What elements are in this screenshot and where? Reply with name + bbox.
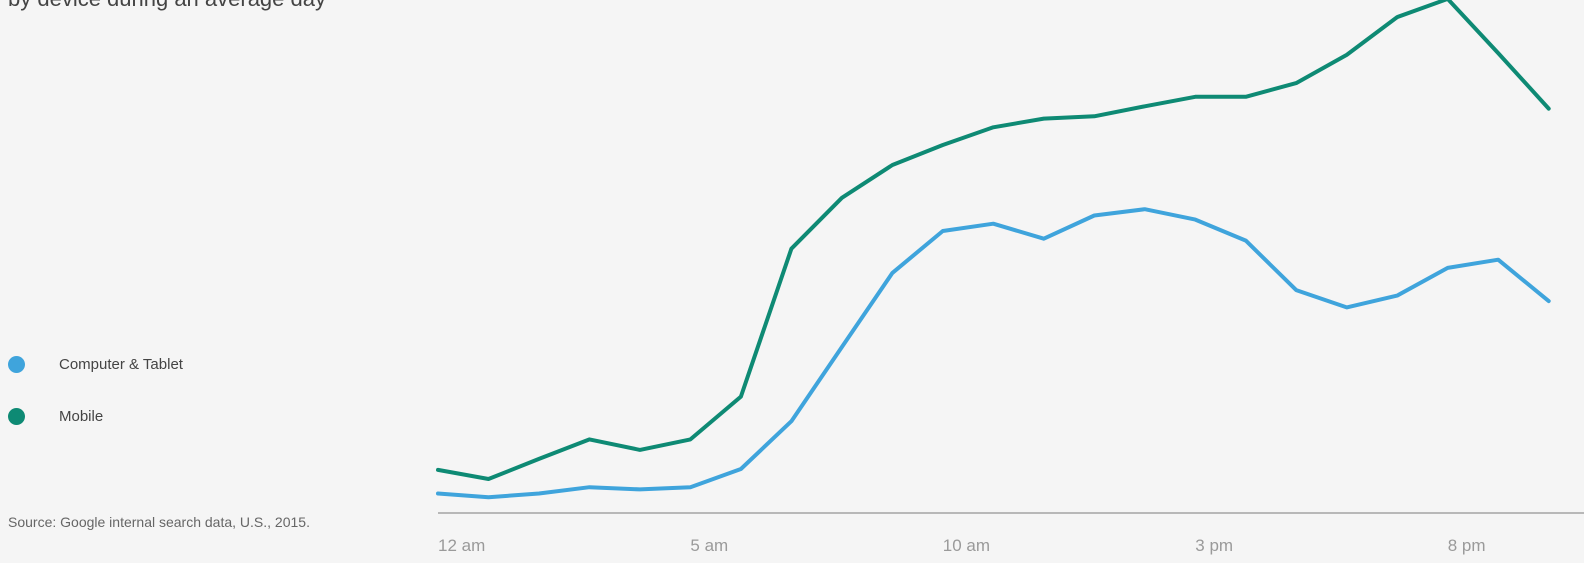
- x-tick-label: 5 am: [690, 536, 728, 555]
- series-line-computer-tablet: [436, 207, 1551, 500]
- source-note: Source: Google internal search data, U.S…: [8, 514, 310, 530]
- series-layer: [436, 0, 1551, 500]
- x-tick-label: 3 pm: [1195, 536, 1233, 555]
- chart-subtitle: by device during an average day: [8, 0, 326, 12]
- legend-swatch-computer-tablet: [8, 356, 25, 373]
- legend-label-computer-tablet: Computer & Tablet: [59, 356, 183, 373]
- x-tick-label: 10 am: [943, 536, 990, 555]
- legend-label-mobile: Mobile: [59, 408, 104, 425]
- x-tick-label: 8 pm: [1448, 536, 1486, 555]
- x-tick-labels: 12 am 5 am 10 am 3 pm 8 pm: [438, 536, 1485, 555]
- x-tick-label: 12 am: [438, 536, 485, 555]
- series-line-mobile: [436, 0, 1551, 481]
- legend-swatch-mobile: [8, 408, 25, 425]
